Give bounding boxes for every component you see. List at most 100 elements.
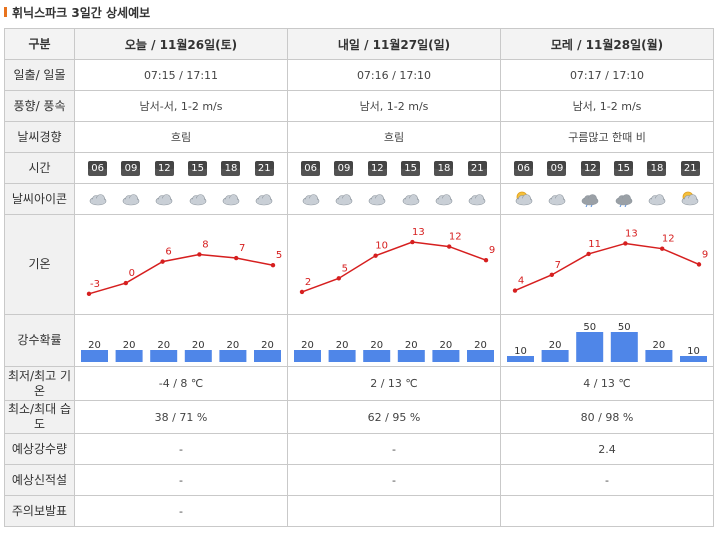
minmax-temp-value-1: -4 / 8 ℃ xyxy=(74,366,288,401)
temp-chart-cell-2: 2 5 10 13 12 9 xyxy=(287,214,501,315)
temp-data-label: 7 xyxy=(239,243,245,254)
warning-value-3 xyxy=(500,495,714,527)
icon-label: 날씨아이콘 xyxy=(4,183,75,215)
temp-point xyxy=(512,288,518,293)
title-text: 휘닉스파크 3일간 상세예보 xyxy=(12,5,151,20)
precip-bar xyxy=(507,356,534,362)
minmax-temp-row: 최저/최고 기온 -4 / 8 ℃ 2 / 13 ℃ 4 / 13 ℃ xyxy=(4,366,714,401)
precip-bar xyxy=(680,356,707,362)
minmax-hum-value-2: 62 / 95 % xyxy=(287,400,501,434)
temp-data-label: 12 xyxy=(449,232,462,243)
day-header-1: 오늘 / 11월26일(토) xyxy=(74,28,288,60)
temp-data-label: 13 xyxy=(412,227,425,238)
icon-cell-3 xyxy=(500,183,714,215)
temp-line xyxy=(514,242,700,292)
precip-data-label: 20 xyxy=(88,340,101,351)
cloud-icon xyxy=(189,194,206,206)
precip-bar xyxy=(576,332,604,362)
time-badge: 21 xyxy=(680,160,700,176)
time-badge: 21 xyxy=(254,160,274,176)
precip-chart-cell-3: 10 20 50 50 20 10 xyxy=(500,314,714,367)
time-label: 시간 xyxy=(4,152,75,184)
trend-value-1: 흐림 xyxy=(74,121,288,153)
precip-data-label: 20 xyxy=(227,340,240,351)
cloud-icon xyxy=(156,194,173,206)
cloud-icon xyxy=(302,194,319,206)
precip-data-label: 20 xyxy=(192,340,205,351)
precip-data-label: 10 xyxy=(514,346,527,357)
temp-data-label: 8 xyxy=(202,239,208,250)
precip-data-label: 50 xyxy=(583,322,596,333)
warning-value-2 xyxy=(287,495,501,527)
minmax-hum-value-1: 38 / 71 % xyxy=(74,400,288,434)
temp-point xyxy=(447,244,452,249)
time-badge: 15 xyxy=(188,160,208,176)
temp-data-label: 5 xyxy=(342,263,348,274)
precip-bar xyxy=(254,350,281,362)
time-badge: 12 xyxy=(154,160,174,176)
time-badge: 09 xyxy=(334,160,354,176)
wind-row: 풍향/ 풍속 남서-서, 1-2 m/s 남서, 1-2 m/s 남서, 1-2… xyxy=(4,90,714,122)
precip-data-label: 20 xyxy=(261,340,274,351)
precip-data-label: 20 xyxy=(405,340,418,351)
sun-cloud-icon xyxy=(681,191,699,206)
precip-bar xyxy=(541,350,569,362)
minmax-temp-value-3: 4 / 13 ℃ xyxy=(500,366,714,401)
temp-point xyxy=(123,280,128,286)
temp-line xyxy=(88,253,274,295)
time-badge: 15 xyxy=(401,160,421,176)
precip-bar xyxy=(328,350,356,362)
wind-value-2: 남서, 1-2 m/s xyxy=(287,90,501,122)
temp-chart-cell-1: -3 0 6 8 7 5 xyxy=(74,214,288,315)
temp-data-label: 4 xyxy=(518,276,524,287)
trend-value-3: 구름많고 한때 비 xyxy=(500,121,714,153)
precip-data-label: 20 xyxy=(440,340,453,351)
temp-data-label: 11 xyxy=(588,239,601,250)
trend-row: 날씨경향 흐림 흐림 구름많고 한때 비 xyxy=(4,121,714,153)
trend-value-2: 흐림 xyxy=(287,121,501,153)
temp-data-label: -3 xyxy=(90,279,100,290)
icon-list-1 xyxy=(75,191,287,207)
temp-point xyxy=(336,276,341,281)
snow-value-3: - xyxy=(500,464,714,496)
time-badge: 18 xyxy=(221,160,241,176)
temp-data-label: 6 xyxy=(165,247,171,258)
time-badge: 18 xyxy=(434,160,454,176)
temp-data-label: 5 xyxy=(276,250,282,261)
precip-bar xyxy=(397,350,425,362)
day-header-3: 모레 / 11월28일(월) xyxy=(500,28,714,60)
temp-point xyxy=(373,253,378,258)
precip-data-label: 20 xyxy=(474,340,487,351)
time-badge: 09 xyxy=(547,160,567,176)
temp-point xyxy=(549,272,554,278)
cloud-icon xyxy=(122,194,140,206)
temp-line xyxy=(301,241,487,293)
time-badge: 06 xyxy=(514,160,534,176)
rain-value-2: - xyxy=(287,433,501,465)
snow-label: 예상신적설 xyxy=(4,464,75,496)
time-badge: 21 xyxy=(467,160,487,176)
precip-label: 강수확률 xyxy=(4,314,75,367)
temp-point xyxy=(86,291,92,297)
sun-value-2: 07:16 / 17:10 xyxy=(287,59,501,91)
wind-value-1: 남서-서, 1-2 m/s xyxy=(74,90,288,122)
cloud-icon xyxy=(335,194,353,206)
precip-bar xyxy=(115,350,143,362)
minmax-temp-value-2: 2 / 13 ℃ xyxy=(287,366,501,401)
precip-data-label: 20 xyxy=(157,340,170,351)
time-badge: 15 xyxy=(614,160,634,176)
time-row: 시간 06 09 12 15 18 21 06 09 12 15 18 21 06 09 12 15 18 2… xyxy=(4,152,714,184)
time-badge: 06 xyxy=(301,160,321,176)
sun-row: 일출/ 일몰 07:15 / 17:11 07:16 / 17:10 07:17… xyxy=(4,59,714,91)
snow-row: 예상신적설 - - - xyxy=(4,464,714,496)
temp-data-label: 10 xyxy=(375,241,388,252)
page-title: 휘닉스파크 3일간 상세예보 xyxy=(4,3,150,21)
day-header-2: 내일 / 11월27일(일) xyxy=(287,28,501,60)
rain-value-1: - xyxy=(74,433,288,465)
icon-list-3 xyxy=(501,191,713,207)
header-label: 구분 xyxy=(4,28,75,60)
snow-value-1: - xyxy=(74,464,288,496)
temp-point xyxy=(483,258,489,263)
precip-row: 강수확률 20 20 20 20 20 20 20 20 20 20 20 20 10 20 50 50 2… xyxy=(4,314,714,367)
precip-data-label: 20 xyxy=(336,340,349,351)
